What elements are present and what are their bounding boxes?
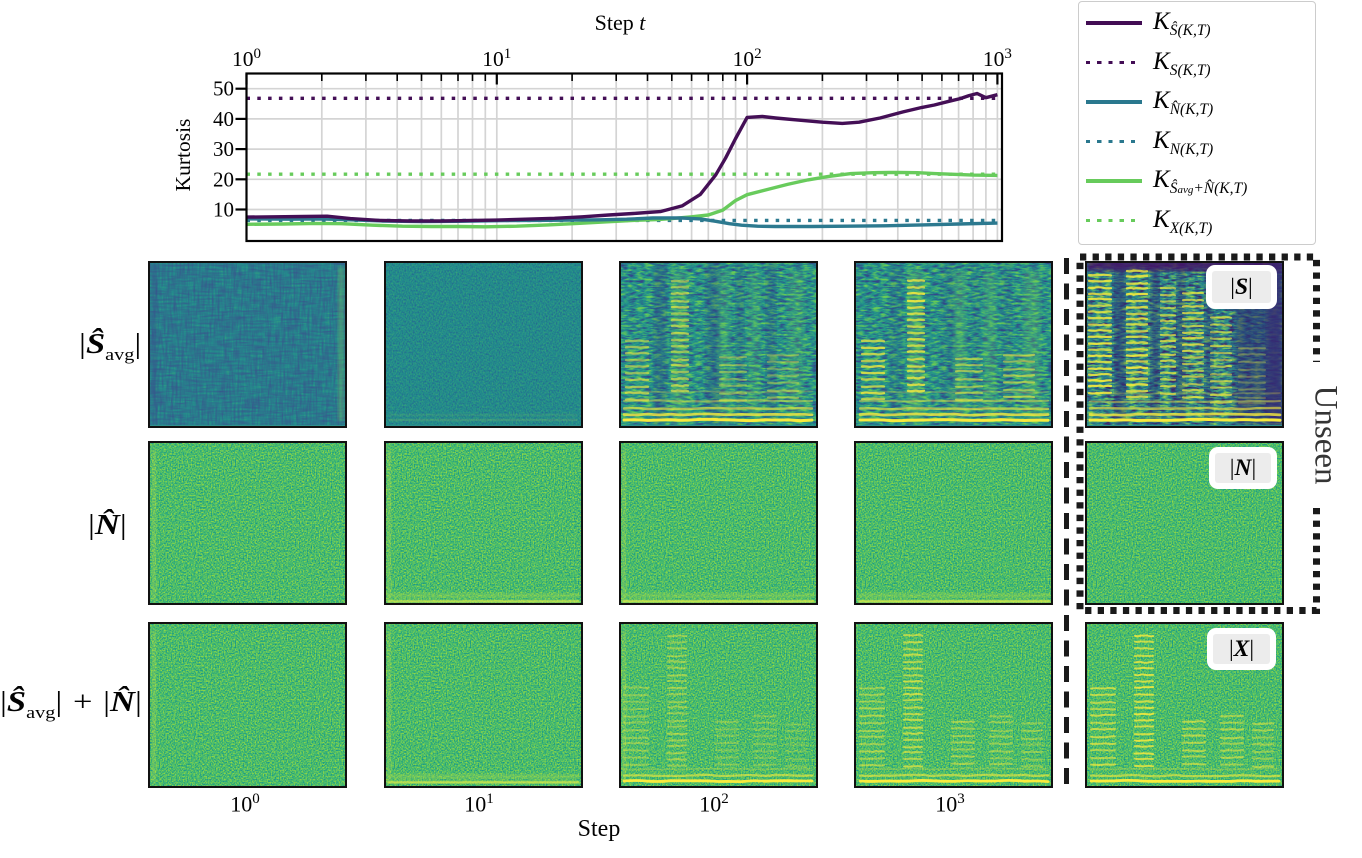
svg-text:50: 50: [213, 77, 234, 101]
svg-text:103: 103: [983, 46, 1012, 71]
svg-text:10: 10: [213, 198, 234, 222]
svg-text:Kurtosis: Kurtosis: [171, 119, 195, 192]
svg-text:100: 100: [232, 46, 261, 71]
svg-text:101: 101: [482, 46, 511, 71]
svg-text:Step t: Step t: [595, 10, 647, 35]
svg-text:102: 102: [733, 46, 762, 71]
svg-text:30: 30: [213, 137, 234, 161]
svg-text:20: 20: [213, 167, 234, 191]
svg-text:40: 40: [213, 107, 234, 131]
